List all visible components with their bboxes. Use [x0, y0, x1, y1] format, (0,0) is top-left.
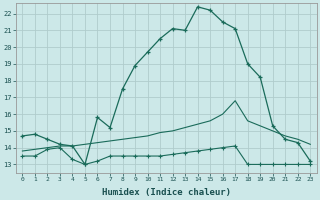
X-axis label: Humidex (Indice chaleur): Humidex (Indice chaleur) — [102, 188, 231, 197]
